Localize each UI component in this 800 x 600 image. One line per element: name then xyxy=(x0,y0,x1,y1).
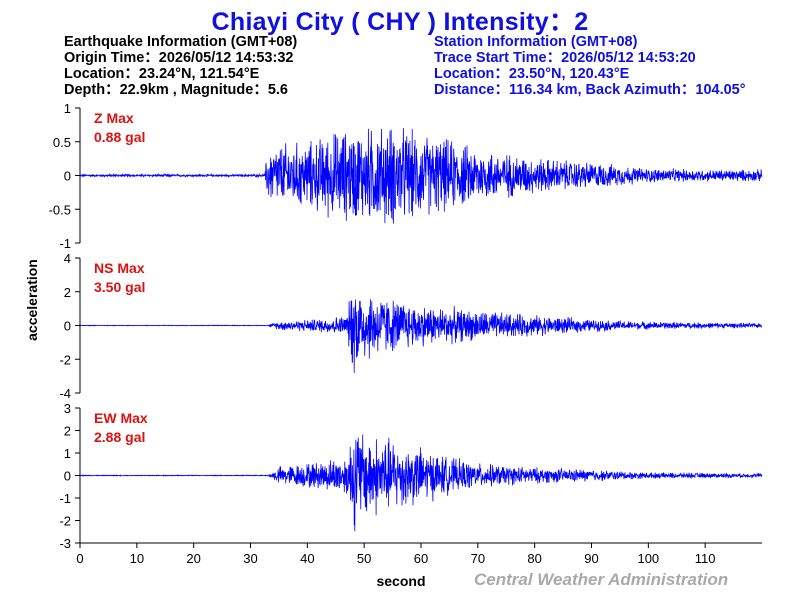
x-tick-label: 20 xyxy=(186,551,200,566)
x-tick-label: 100 xyxy=(637,551,659,566)
y-tick-label: 2 xyxy=(64,285,71,300)
y-tick-label: 0 xyxy=(64,169,71,184)
max-value-ns: 3.50 gal xyxy=(94,279,145,295)
panel-z: -1 -0.5 0 0.5 1 Z Max 0.88 gal xyxy=(49,101,763,251)
x-tick-label: 0 xyxy=(76,551,83,566)
y-tick-label: -2 xyxy=(59,514,71,529)
x-axis: 0 10 20 30 40 50 60 70 80 90 100 110 xyxy=(76,542,762,566)
x-tick-label: 50 xyxy=(357,551,371,566)
max-label-ns: NS Max xyxy=(94,260,145,276)
max-value-ew: 2.88 gal xyxy=(94,429,145,445)
y-tick-label: 0.5 xyxy=(53,135,71,150)
y-tick-label: -0.5 xyxy=(49,202,71,217)
chart-title: Chiayi City ( CHY ) Intensity：2 xyxy=(211,8,589,36)
waveform-trace-ns xyxy=(79,299,763,373)
depth-magnitude: Depth：22.9km , Magnitude：5.6 xyxy=(64,82,288,98)
x-tick-label: 90 xyxy=(584,551,598,566)
y-tick-label: 0 xyxy=(64,469,71,484)
x-tick-label: 110 xyxy=(695,551,716,566)
y-tick-label: 2 xyxy=(64,424,71,439)
x-tick-label: 70 xyxy=(471,551,485,566)
x-tick-label: 10 xyxy=(130,551,144,566)
x-tick-label: 60 xyxy=(414,551,428,566)
y-tick-label: 1 xyxy=(64,101,71,116)
y-tick-label: 0 xyxy=(64,319,71,334)
y-tick-label: -3 xyxy=(59,536,71,551)
station-info-header: Station Information (GMT+08) xyxy=(434,34,638,50)
max-label-z: Z Max xyxy=(94,110,134,126)
station-location: Location：23.50°N, 120.43°E xyxy=(434,66,630,82)
x-tick-label: 40 xyxy=(300,551,314,566)
y-tick-label: -1 xyxy=(59,236,71,251)
station-info: Station Information (GMT+08) Trace Start… xyxy=(434,34,746,98)
y-axis-label: acceleration xyxy=(24,259,40,341)
x-tick-label: 30 xyxy=(243,551,257,566)
trace-start-time: Trace Start Time：2026/05/12 14:53:20 xyxy=(434,50,696,66)
epicenter-location: Location：23.24°N, 121.54°E xyxy=(64,66,260,82)
agency-credit: Central Weather Administration xyxy=(474,570,729,589)
earthquake-info: Earthquake Information (GMT+08) Origin T… xyxy=(64,34,297,98)
waveform-trace-ew xyxy=(79,434,763,532)
y-tick-label: -4 xyxy=(59,386,71,401)
y-tick-label: -2 xyxy=(59,352,71,367)
panel-ns: -4 -2 0 2 4 NS Max 3.50 gal xyxy=(59,251,763,401)
station-distance: Distance：116.34 km, Back Azimuth：104.05° xyxy=(434,82,746,98)
earthquake-info-header: Earthquake Information (GMT+08) xyxy=(64,34,298,50)
x-axis-label: second xyxy=(376,573,425,589)
max-value-z: 0.88 gal xyxy=(94,129,145,145)
y-tick-label: -1 xyxy=(59,491,71,506)
max-label-ew: EW Max xyxy=(94,410,148,426)
y-tick-label: 3 xyxy=(64,401,71,416)
y-tick-label: 1 xyxy=(64,446,71,461)
x-tick-label: 80 xyxy=(527,551,541,566)
origin-time: Origin Time：2026/05/12 14:53:32 xyxy=(64,50,294,66)
y-tick-label: 4 xyxy=(64,251,71,266)
panel-ew: -3 -2 -1 0 1 2 3 EW Max 2.88 gal xyxy=(59,401,763,551)
waveform-trace-z xyxy=(79,128,763,224)
